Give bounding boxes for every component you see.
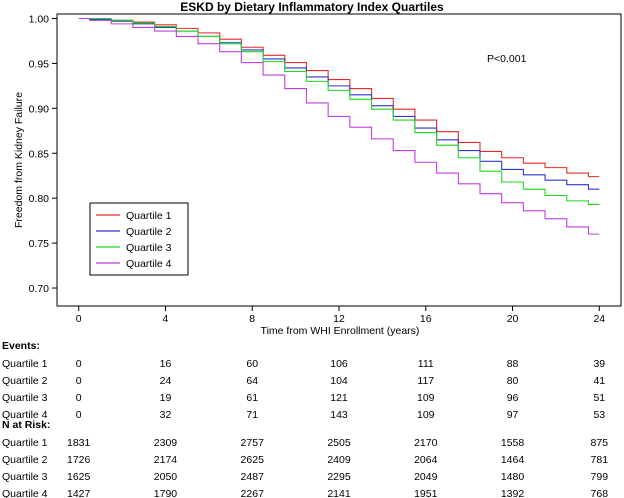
at_risk-cell: 768 xyxy=(591,488,609,498)
y-axis-label: Freedom from Kidney Failure xyxy=(13,92,25,228)
events-cell: 60 xyxy=(246,358,258,370)
at_risk-cell: 2505 xyxy=(327,437,351,449)
events-cell: 88 xyxy=(507,358,519,370)
at_risk-cell: 1625 xyxy=(67,471,91,483)
at_risk-cell: 875 xyxy=(591,437,609,449)
events-cell: 0 xyxy=(76,409,82,421)
at_risk-cell: 2174 xyxy=(154,454,178,466)
events-cell: 0 xyxy=(76,375,82,387)
events-cell: 109 xyxy=(417,392,435,404)
legend-label: Quartile 4 xyxy=(126,258,172,270)
chart-title: ESKD by Dietary Inflammatory Index Quart… xyxy=(180,0,444,14)
legend-label: Quartile 3 xyxy=(126,242,172,254)
series-line-2 xyxy=(78,17,600,190)
events-cell: 111 xyxy=(418,358,434,370)
events-cell: 96 xyxy=(507,392,519,404)
y-tick-label: 0.85 xyxy=(29,148,50,160)
at_risk-cell: 2049 xyxy=(414,471,438,483)
series-line-1 xyxy=(78,17,600,178)
at_risk-cell: 1790 xyxy=(154,488,178,498)
x-tick-label: 0 xyxy=(76,313,82,325)
at_risk-cell: 2170 xyxy=(414,437,438,449)
y-tick-label: 0.70 xyxy=(29,283,50,295)
events-cell: 32 xyxy=(160,409,172,421)
x-axis-label: Time from WHI Enrollment (years) xyxy=(261,325,420,337)
events-cell: 109 xyxy=(417,409,435,421)
events-cell: 16 xyxy=(160,358,172,370)
events-cell: 0 xyxy=(76,392,82,404)
at_risk-cell: 1480 xyxy=(501,471,525,483)
at_risk-cell: 1464 xyxy=(501,454,525,466)
events-cell: 121 xyxy=(330,392,348,404)
at_risk-cell: 1558 xyxy=(501,437,525,449)
events-cell: 106 xyxy=(330,358,348,370)
at_risk-cell: 781 xyxy=(591,454,609,466)
at_risk-cell: 2295 xyxy=(327,471,351,483)
events-cell: 64 xyxy=(246,375,258,387)
events-cell: 53 xyxy=(593,409,605,421)
at_risk-cell: 2309 xyxy=(154,437,178,449)
legend-label: Quartile 2 xyxy=(126,226,172,238)
y-tick-label: 0.75 xyxy=(29,238,50,250)
at_risk-cell: 2050 xyxy=(154,471,178,483)
at_risk-cell: 2487 xyxy=(241,471,265,483)
legend: Quartile 1 Quartile 2 Quartile 3 Quartile 4 xyxy=(89,202,189,276)
at_risk-cell: 2625 xyxy=(241,454,265,466)
events-cell: 51 xyxy=(593,392,605,404)
events-row-label: Quartile 4 xyxy=(2,409,48,421)
x-tick-label: 20 xyxy=(507,313,519,325)
at_risk-cell: 1831 xyxy=(67,437,91,449)
at_risk-row-label: Quartile 1 xyxy=(2,437,48,449)
at_risk-row-label: Quartile 3 xyxy=(2,471,48,483)
events-cell: 80 xyxy=(507,375,519,387)
legend-label: Quartile 1 xyxy=(126,210,172,222)
y-axis: 1.00 0.95 0.90 0.85 0.80 0.75 0.70 xyxy=(29,13,57,295)
at_risk-header: N at Risk: xyxy=(2,419,50,431)
at_risk-cell: 2267 xyxy=(241,488,265,498)
events-cell: 61 xyxy=(246,392,258,404)
at_risk-cell: 1951 xyxy=(414,488,438,498)
y-tick-label: 0.90 xyxy=(29,103,50,115)
events-cell: 143 xyxy=(330,409,348,421)
at_risk-cell: 1427 xyxy=(67,488,91,498)
series-lines xyxy=(78,17,600,235)
events-cell: 71 xyxy=(246,409,258,421)
p-value-annotation: P<0.001 xyxy=(487,53,527,65)
at_risk-row-label: Quartile 2 xyxy=(2,454,48,466)
at_risk-cell: 2064 xyxy=(414,454,438,466)
events-cell: 104 xyxy=(330,375,348,387)
x-tick-label: 8 xyxy=(249,313,255,325)
at_risk-cell: 1726 xyxy=(67,454,91,466)
y-tick-label: 0.80 xyxy=(29,193,50,205)
events-header: Events: xyxy=(2,340,40,352)
series-line-3 xyxy=(78,17,600,206)
at_risk-row-label: Quartile 4 xyxy=(2,488,48,498)
risk-table: Events: Quartile 1 0 16 60 106 111 88 39 Quartile… xyxy=(2,340,608,498)
series-line-4 xyxy=(78,17,600,235)
x-tick-label: 4 xyxy=(163,313,169,325)
at_risk-cell: 2409 xyxy=(327,454,351,466)
events-cell: 39 xyxy=(593,358,605,370)
events-cell: 24 xyxy=(160,375,172,387)
events-cell: 19 xyxy=(160,392,172,404)
y-tick-label: 0.95 xyxy=(29,58,50,70)
at_risk-cell: 2757 xyxy=(241,437,265,449)
x-tick-label: 16 xyxy=(420,313,432,325)
at_risk-cell: 799 xyxy=(591,471,609,483)
events-row-label: Quartile 1 xyxy=(2,358,48,370)
events-cell: 0 xyxy=(76,358,82,370)
at_risk-cell: 1392 xyxy=(501,488,525,498)
y-tick-label: 1.00 xyxy=(29,13,50,25)
events-cell: 41 xyxy=(593,375,605,387)
x-tick-label: 12 xyxy=(333,313,345,325)
x-tick-label: 24 xyxy=(593,313,605,325)
events-cell: 117 xyxy=(417,375,434,387)
events-row-label: Quartile 2 xyxy=(2,375,48,387)
x-axis: 0 4 8 12 16 20 24 xyxy=(76,306,605,325)
events-row-label: Quartile 3 xyxy=(2,392,48,404)
events-cell: 97 xyxy=(507,409,519,421)
at_risk-cell: 2141 xyxy=(327,488,351,498)
